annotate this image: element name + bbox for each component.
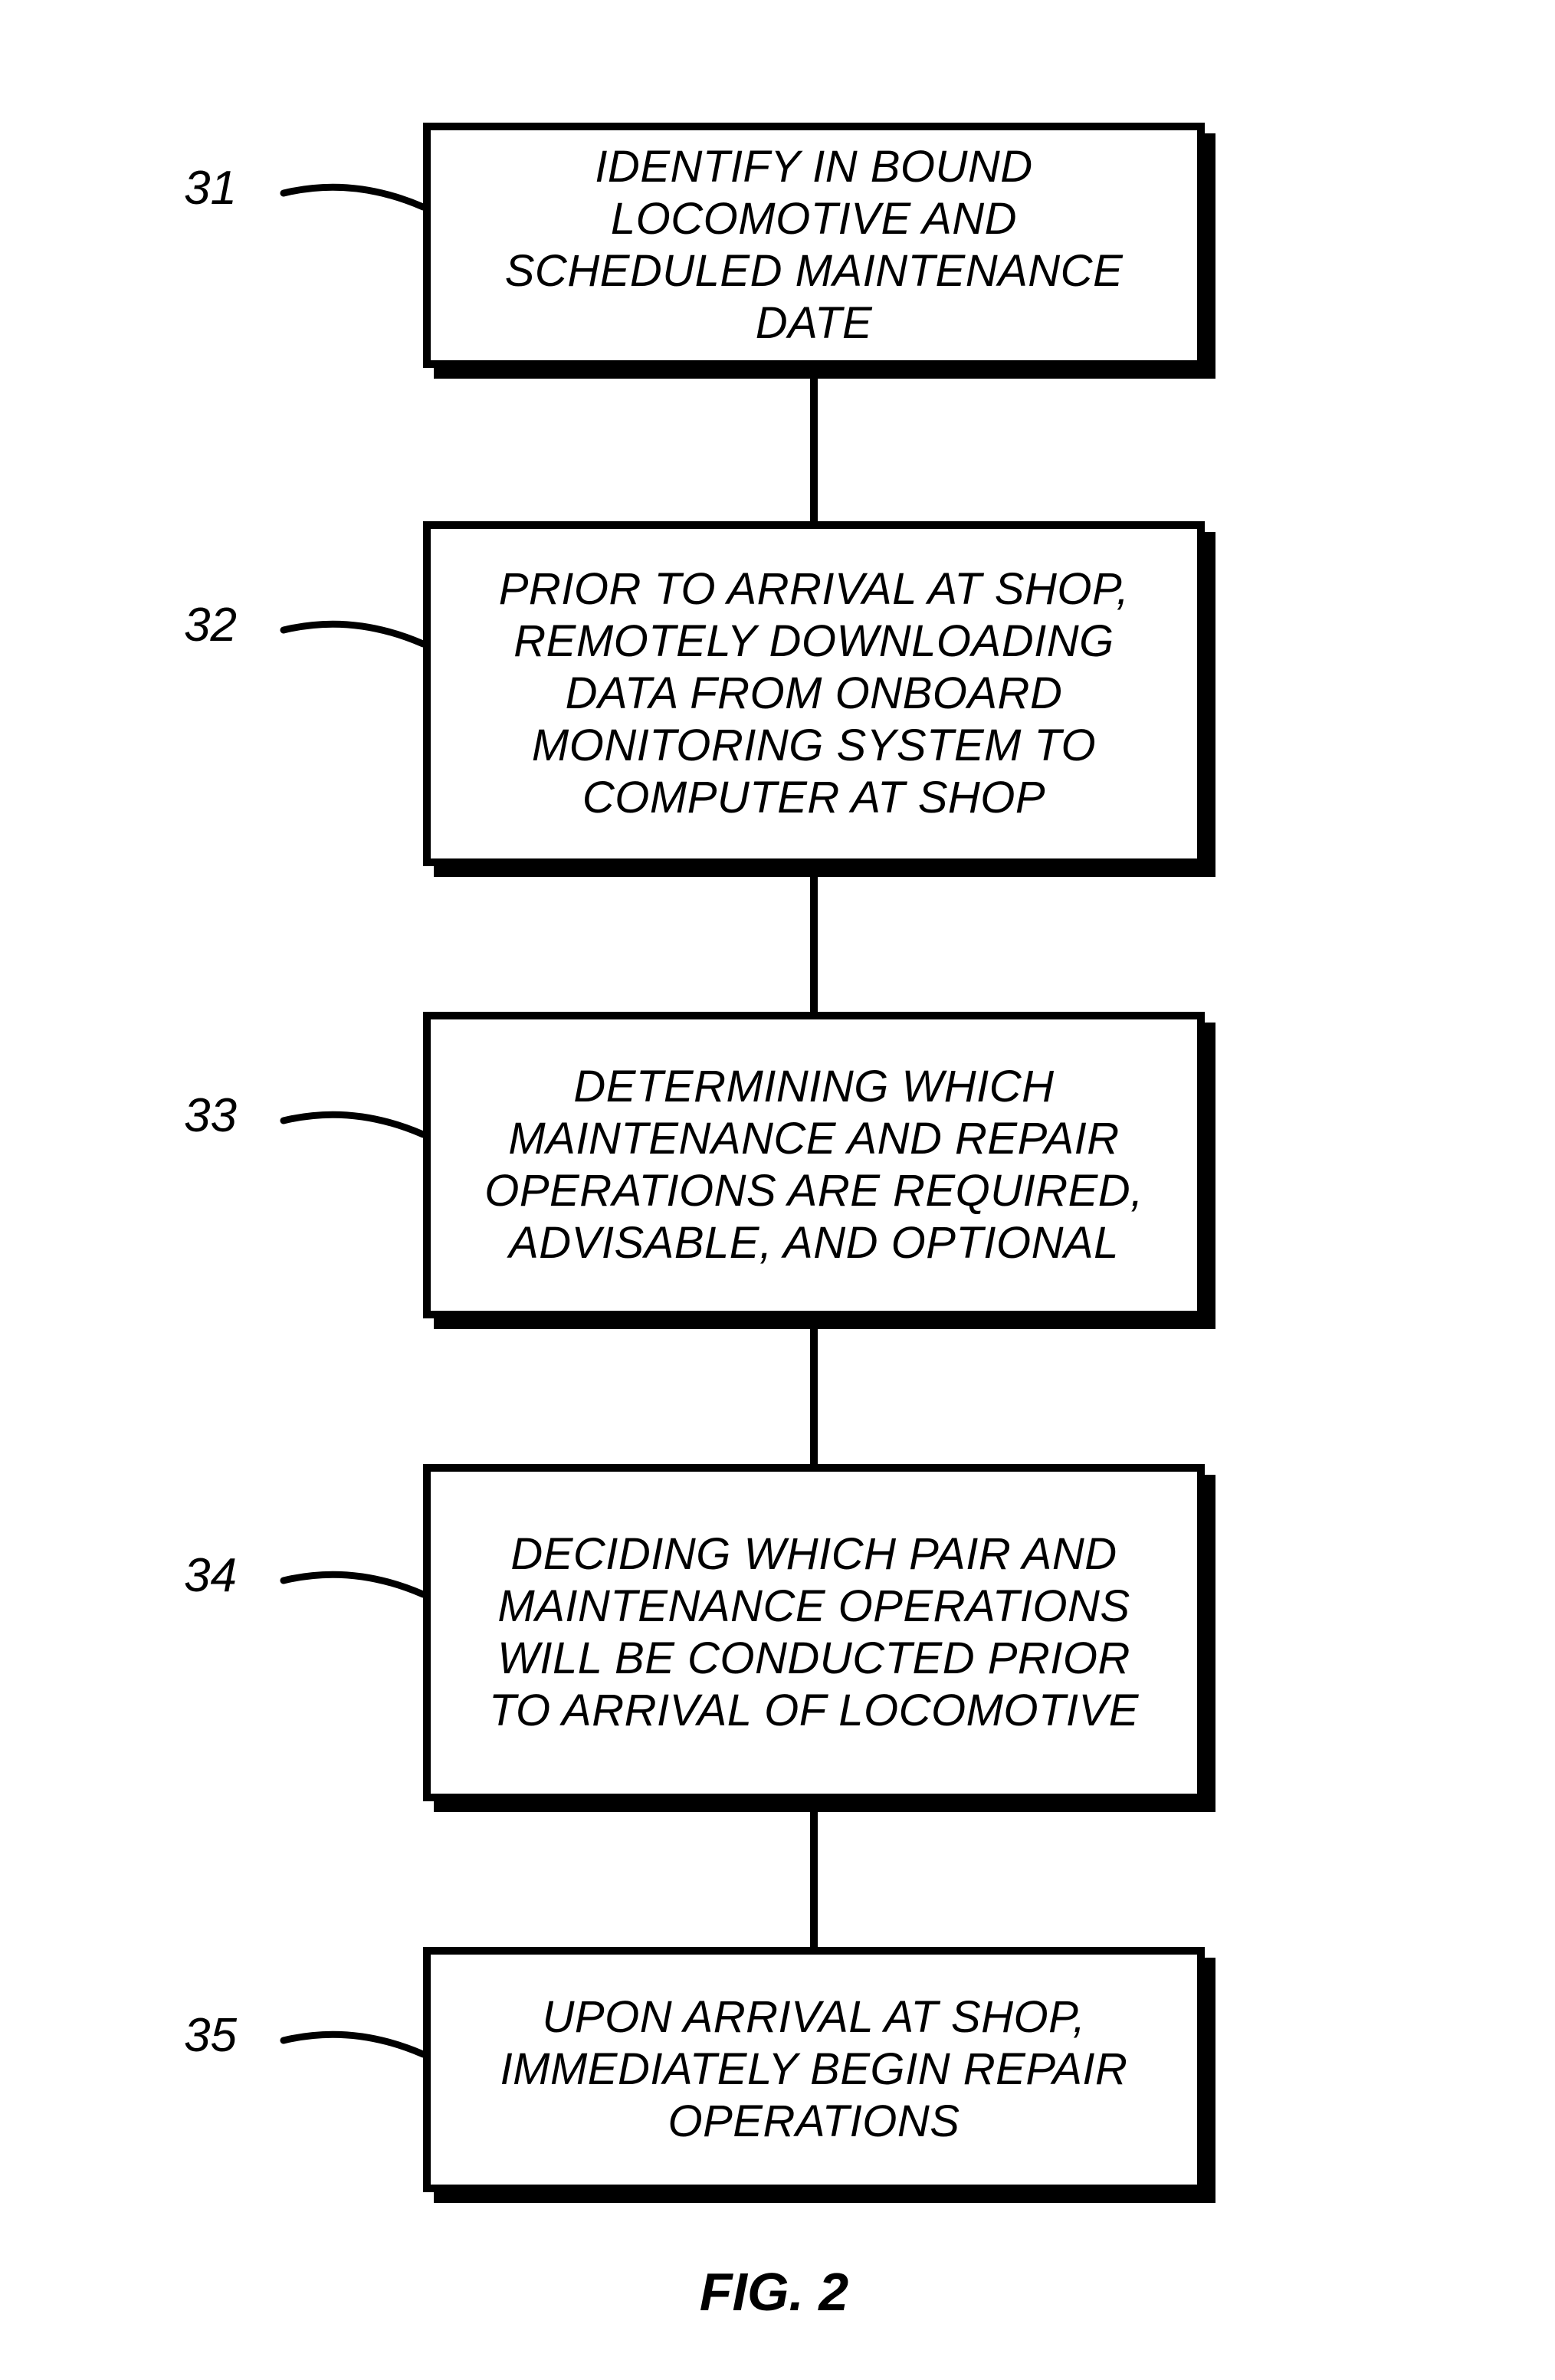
node-box: UPON ARRIVAL AT SHOP, IMMEDIATELY BEGIN …	[423, 1947, 1205, 2192]
node-text: DECIDING WHICH PAIR AND MAINTENANCE OPER…	[477, 1528, 1151, 1737]
ref-label-35: 35	[184, 2008, 237, 2063]
node-text: UPON ARRIVAL AT SHOP, IMMEDIATELY BEGIN …	[477, 1991, 1151, 2148]
ref-label-32: 32	[184, 598, 237, 652]
ref-label-33: 33	[184, 1088, 237, 1143]
connector-31-32	[810, 377, 818, 523]
node-text: PRIOR TO ARRIVAL AT SHOP, REMOTELY DOWNL…	[477, 563, 1151, 824]
flow-node-33: DETERMINING WHICH MAINTENANCE AND REPAIR…	[423, 1012, 1215, 1329]
flow-node-31: IDENTIFY IN BOUND LOCOMOTIVE AND SCHEDUL…	[423, 123, 1215, 379]
leader-32	[280, 609, 427, 648]
leader-33	[280, 1100, 427, 1138]
leader-35	[280, 2020, 427, 2058]
flow-node-35: UPON ARRIVAL AT SHOP, IMMEDIATELY BEGIN …	[423, 1947, 1215, 2203]
flowchart-canvas: IDENTIFY IN BOUND LOCOMOTIVE AND SCHEDUL…	[0, 0, 1555, 2380]
figure-caption: FIG. 2	[659, 2261, 889, 2323]
node-box: DETERMINING WHICH MAINTENANCE AND REPAIR…	[423, 1012, 1205, 1318]
node-text: IDENTIFY IN BOUND LOCOMOTIVE AND SCHEDUL…	[477, 141, 1151, 350]
ref-label-31: 31	[184, 161, 237, 215]
node-box: IDENTIFY IN BOUND LOCOMOTIVE AND SCHEDUL…	[423, 123, 1205, 368]
connector-34-35	[810, 1810, 818, 1948]
leader-31	[280, 172, 427, 211]
node-box: DECIDING WHICH PAIR AND MAINTENANCE OPER…	[423, 1464, 1205, 1801]
leader-34	[280, 1560, 427, 1598]
connector-32-33	[810, 875, 818, 1013]
connector-33-34	[810, 1328, 818, 1466]
node-box: PRIOR TO ARRIVAL AT SHOP, REMOTELY DOWNL…	[423, 521, 1205, 866]
node-text: DETERMINING WHICH MAINTENANCE AND REPAIR…	[477, 1061, 1151, 1269]
flow-node-34: DECIDING WHICH PAIR AND MAINTENANCE OPER…	[423, 1464, 1215, 1812]
flow-node-32: PRIOR TO ARRIVAL AT SHOP, REMOTELY DOWNL…	[423, 521, 1215, 877]
ref-label-34: 34	[184, 1548, 237, 1603]
